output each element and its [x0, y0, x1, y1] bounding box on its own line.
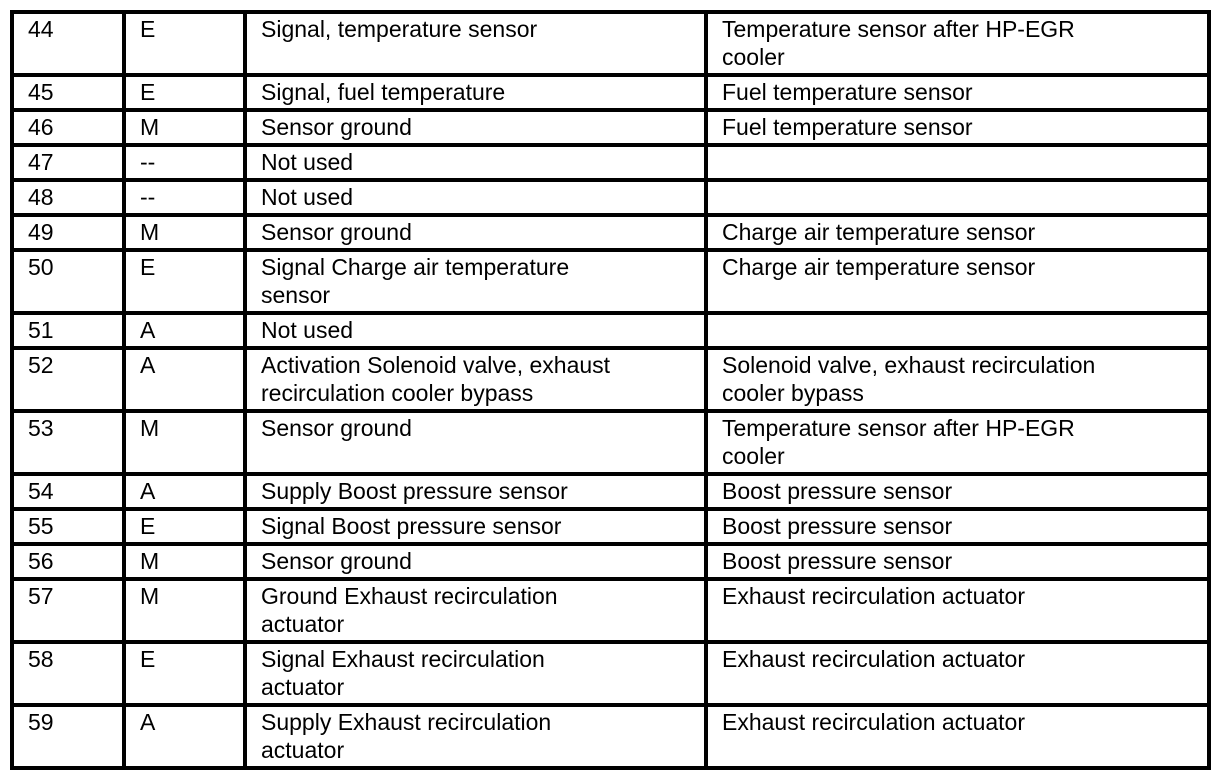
pin-type-cell: A [122, 346, 247, 413]
pin-number-cell: 58 [10, 640, 126, 707]
pin-type-cell: A [122, 703, 247, 770]
signal-description-cell: Signal, fuel temperature [243, 73, 708, 112]
component-cell: Boost pressure sensor [704, 472, 1211, 511]
table-row: 45 E Signal, fuel temperature Fuel tempe… [10, 73, 1211, 112]
table-row: 57 M Ground Exhaust recirculation actuat… [10, 577, 1211, 644]
table-row: 55 E Signal Boost pressure sensor Boost … [10, 507, 1211, 546]
pin-type-cell: E [122, 10, 247, 77]
component-cell: Boost pressure sensor [704, 542, 1211, 581]
table-row: 56 M Sensor ground Boost pressure sensor [10, 542, 1211, 581]
component-cell: Solenoid valve, exhaust recirculation co… [704, 346, 1211, 413]
pin-type-cell: E [122, 248, 247, 315]
signal-description-cell: Ground Exhaust recirculation actuator [243, 577, 708, 644]
table-row: 51 A Not used [10, 311, 1211, 350]
pin-number-cell: 44 [10, 10, 126, 77]
signal-description-cell: Supply Boost pressure sensor [243, 472, 708, 511]
pin-number-cell: 49 [10, 213, 126, 252]
pin-number-cell: 54 [10, 472, 126, 511]
component-cell [704, 311, 1211, 350]
pin-type-cell: M [122, 577, 247, 644]
signal-description-cell: Not used [243, 311, 708, 350]
table-row: 52 A Activation Solenoid valve, exhaust … [10, 346, 1211, 413]
component-cell: Exhaust recirculation actuator [704, 703, 1211, 770]
pin-type-cell: M [122, 108, 247, 147]
signal-description-cell: Not used [243, 143, 708, 182]
pin-number-cell: 51 [10, 311, 126, 350]
pin-type-cell: -- [122, 143, 247, 182]
pin-number-cell: 45 [10, 73, 126, 112]
pin-type-cell: M [122, 542, 247, 581]
signal-description-cell: Signal, temperature sensor [243, 10, 708, 77]
pin-number-cell: 50 [10, 248, 126, 315]
signal-description-cell: Sensor ground [243, 542, 708, 581]
table-row: 49 M Sensor ground Charge air temperatur… [10, 213, 1211, 252]
signal-description-cell: Not used [243, 178, 708, 217]
component-cell: Charge air temperature sensor [704, 248, 1211, 315]
component-cell: Temperature sensor after HP-EGR cooler [704, 10, 1211, 77]
component-cell: Exhaust recirculation actuator [704, 577, 1211, 644]
pin-type-cell: E [122, 73, 247, 112]
table-row: 54 A Supply Boost pressure sensor Boost … [10, 472, 1211, 511]
pin-number-cell: 52 [10, 346, 126, 413]
pin-number-cell: 56 [10, 542, 126, 581]
pin-type-cell: -- [122, 178, 247, 217]
signal-description-cell: Signal Charge air temperature sensor [243, 248, 708, 315]
table-row: 46 M Sensor ground Fuel temperature sens… [10, 108, 1211, 147]
table-row: 59 A Supply Exhaust recirculation actuat… [10, 703, 1211, 770]
pin-assignment-table: 44 E Signal, temperature sensor Temperat… [10, 10, 1211, 770]
pin-number-cell: 57 [10, 577, 126, 644]
component-cell: Exhaust recirculation actuator [704, 640, 1211, 707]
pin-number-cell: 47 [10, 143, 126, 182]
component-cell: Temperature sensor after HP-EGR cooler [704, 409, 1211, 476]
pin-type-cell: E [122, 507, 247, 546]
signal-description-cell: Signal Exhaust recirculation actuator [243, 640, 708, 707]
table-row: 44 E Signal, temperature sensor Temperat… [10, 10, 1211, 77]
pin-number-cell: 48 [10, 178, 126, 217]
component-cell [704, 143, 1211, 182]
pin-type-cell: A [122, 472, 247, 511]
signal-description-cell: Sensor ground [243, 409, 708, 476]
component-cell [704, 178, 1211, 217]
signal-description-cell: Sensor ground [243, 213, 708, 252]
pin-type-cell: E [122, 640, 247, 707]
pin-number-cell: 53 [10, 409, 126, 476]
pin-type-cell: A [122, 311, 247, 350]
table-row: 48 -- Not used [10, 178, 1211, 217]
component-cell: Charge air temperature sensor [704, 213, 1211, 252]
pin-type-cell: M [122, 213, 247, 252]
pin-number-cell: 59 [10, 703, 126, 770]
pin-number-cell: 55 [10, 507, 126, 546]
component-cell: Fuel temperature sensor [704, 108, 1211, 147]
pin-number-cell: 46 [10, 108, 126, 147]
signal-description-cell: Sensor ground [243, 108, 708, 147]
signal-description-cell: Activation Solenoid valve, exhaust recir… [243, 346, 708, 413]
signal-description-cell: Signal Boost pressure sensor [243, 507, 708, 546]
component-cell: Boost pressure sensor [704, 507, 1211, 546]
component-cell: Fuel temperature sensor [704, 73, 1211, 112]
pin-table-body: 44 E Signal, temperature sensor Temperat… [10, 10, 1211, 770]
table-row: 47 -- Not used [10, 143, 1211, 182]
signal-description-cell: Supply Exhaust recirculation actuator [243, 703, 708, 770]
table-row: 50 E Signal Charge air temperature senso… [10, 248, 1211, 315]
pin-type-cell: M [122, 409, 247, 476]
table-row: 58 E Signal Exhaust recirculation actuat… [10, 640, 1211, 707]
table-row: 53 M Sensor ground Temperature sensor af… [10, 409, 1211, 476]
